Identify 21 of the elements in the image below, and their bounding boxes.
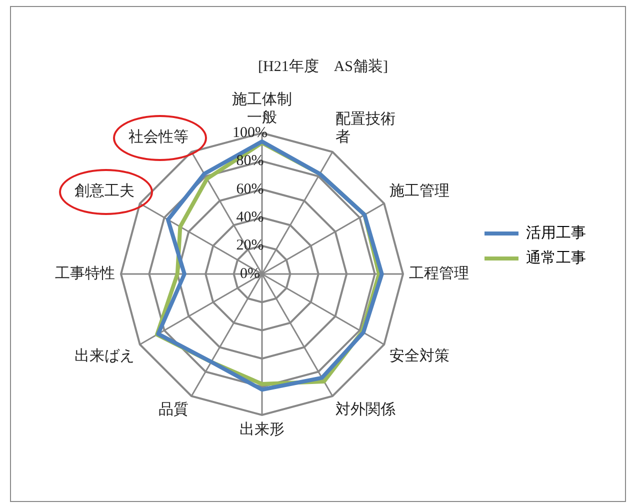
spoke-label: 施工管理 [389,182,450,200]
spoke-label: 安全対策 [389,347,450,364]
y-tick-label: 100% [232,124,268,141]
spoke-label: 工程管理 [409,266,469,282]
spoke-label: 工事特性 [55,264,115,282]
spoke-label: 施工体制一般 [232,90,292,126]
legend-label: 通常工事 [526,249,586,266]
y-tick-label: 40% [236,210,264,226]
legend-label: 活用工事 [526,224,586,242]
spoke-label: 社会性等 [128,128,188,146]
chart-title: [H21年度 AS舗装] [258,58,388,75]
y-tick-label: 60% [236,181,264,198]
y-tick-label: 80% [236,153,264,170]
spoke-label: 出来ばえ [74,347,135,364]
y-tick-label: 20% [236,238,264,254]
spoke-label: 品質 [158,401,188,418]
spoke-label: 出来形 [240,420,284,438]
y-tick-label: 0% [240,266,260,282]
spoke-label: 創意工夫 [74,182,135,200]
spoke-label: 対外関係 [336,401,396,418]
spoke-label: 配置技術者 [336,110,396,146]
